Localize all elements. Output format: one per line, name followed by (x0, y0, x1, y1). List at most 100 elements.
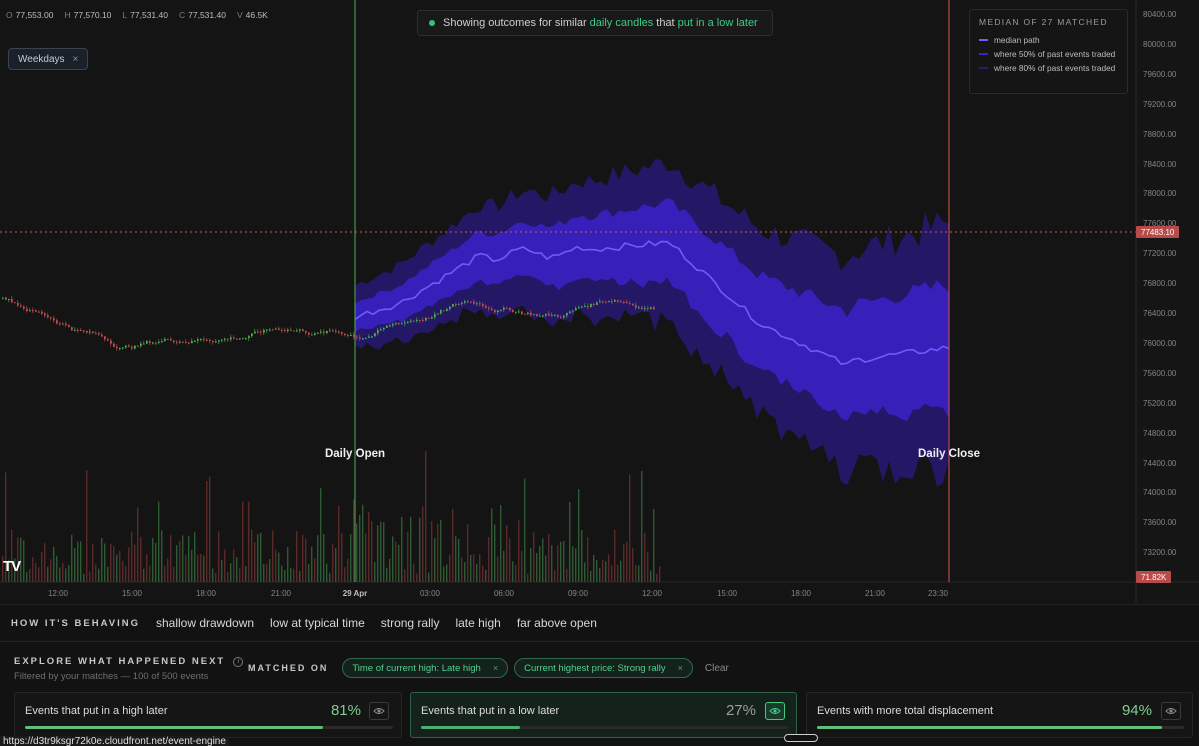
volume-bar (395, 541, 397, 582)
volume-bar (89, 571, 91, 582)
candle-body (614, 299, 616, 302)
volume-bar (461, 557, 463, 582)
candle-body (47, 315, 49, 318)
candle-body (512, 310, 514, 312)
candle-body (134, 345, 136, 349)
volume-bar (440, 519, 442, 582)
volume-bar (596, 560, 598, 582)
volume-bar (467, 524, 469, 582)
volume-bar (323, 533, 325, 582)
volume-bar (530, 548, 532, 582)
volume-bar (266, 563, 268, 582)
volume-bar (173, 566, 175, 582)
volume-bar (305, 538, 307, 582)
volume-bar (437, 524, 439, 582)
candle-body (440, 310, 442, 314)
candle-body (164, 338, 166, 342)
candle-body (587, 306, 589, 308)
clear-button[interactable]: Clear (704, 662, 729, 674)
candle-body (176, 342, 178, 344)
candle-body (290, 329, 292, 331)
volume-bar (614, 529, 616, 582)
candle-body (314, 333, 316, 336)
candle-body (467, 301, 469, 303)
volume-bar (518, 520, 520, 582)
volume-bar (275, 549, 277, 582)
candle-body (584, 306, 586, 308)
eye-icon[interactable] (765, 702, 785, 720)
volume-bar (125, 565, 127, 582)
matched-on-row: MATCHED ON Time of current high: Late hi… (248, 658, 729, 678)
volume-bar (590, 571, 592, 582)
candle-body (296, 330, 298, 332)
legend-title: MEDIAN OF 27 MATCHED (979, 17, 1108, 27)
volume-bar (464, 562, 466, 582)
candle-body (38, 311, 40, 313)
volume-bar (392, 536, 394, 582)
current-price-badge: 77483.10 (1136, 226, 1180, 238)
notice-highlight-candles: daily candles (589, 17, 654, 29)
match-chip-strong-rally[interactable]: Current highest price: Strong rally × (514, 658, 693, 678)
volume-bar (140, 536, 142, 582)
candle-body (308, 332, 310, 335)
behavior-tag: far above open (516, 616, 597, 630)
candle-body (494, 310, 496, 313)
candle-body (5, 297, 7, 300)
outcome-card-low-later[interactable]: Events that put in a low later 27% (410, 692, 797, 738)
volume-bar (236, 557, 238, 582)
close-icon[interactable]: × (677, 663, 683, 673)
volume-bar (71, 534, 73, 582)
volume-bar (374, 562, 376, 582)
volume-bar (35, 562, 37, 582)
candle-body (125, 345, 127, 348)
volume-bar (503, 550, 505, 582)
close-icon[interactable]: × (72, 53, 79, 65)
candle-body (548, 313, 550, 316)
candle-body (56, 320, 58, 324)
volume-bar (578, 489, 580, 582)
candle-body (155, 342, 157, 344)
volume-bar (110, 543, 112, 582)
chart-area[interactable]: O 77,553.00 H 77,570.10 L 77,531.40 C 77,531… (0, 0, 1199, 604)
volume-bar (548, 534, 550, 582)
candle-body (221, 339, 223, 341)
outcome-card-high-later[interactable]: Events that put in a high later 81% (14, 692, 402, 738)
outcome-card-displacement[interactable]: Events with more total displacement 94% (806, 692, 1193, 738)
tradingview-logo[interactable]: TV (3, 558, 21, 575)
price-tick-label: 74400.00 (1143, 458, 1177, 468)
volume-bar (533, 532, 535, 582)
candle-body (17, 302, 19, 306)
volume-bar (50, 559, 52, 582)
volume-bar (23, 540, 25, 582)
volume-bar (491, 508, 493, 582)
volume-bar (155, 542, 157, 582)
volume-bar (584, 562, 586, 582)
eye-icon[interactable] (1161, 702, 1181, 720)
close-icon[interactable]: × (492, 663, 499, 673)
price-chart[interactable] (0, 0, 1199, 604)
candle-body (23, 306, 25, 309)
eye-icon[interactable] (369, 702, 389, 720)
price-tick-label: 73600.00 (1143, 518, 1177, 528)
volume-bar (95, 564, 97, 582)
candle-body (338, 331, 340, 333)
volume-bar (38, 567, 40, 582)
candle-body (341, 332, 343, 334)
match-chip-late-high[interactable]: Time of current high: Late high × (342, 658, 509, 678)
candle-body (26, 308, 28, 312)
volume-bar (362, 504, 364, 582)
volume-bar (509, 538, 511, 582)
weekdays-filter-chip[interactable]: Weekdays × (8, 48, 89, 70)
candle-body (572, 310, 574, 312)
candle-body (11, 298, 13, 303)
candle-body (89, 331, 91, 333)
candle-body (152, 342, 154, 344)
resize-handle[interactable] (784, 734, 818, 742)
candle-body (641, 307, 643, 309)
volume-bar (191, 549, 193, 582)
volume-bar (404, 569, 406, 582)
behavior-bar: HOW IT'S BEHAVING shallow drawdown low a… (0, 604, 1199, 642)
volume-bar (455, 536, 457, 582)
candle-body (365, 337, 367, 339)
info-icon[interactable]: i (233, 656, 244, 667)
